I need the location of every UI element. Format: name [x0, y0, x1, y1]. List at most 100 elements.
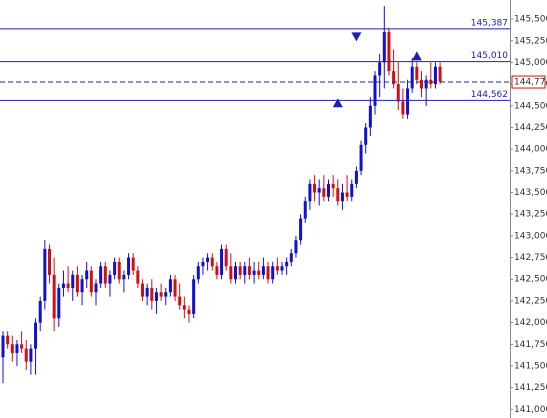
- y-tick-label: 144,000: [514, 145, 547, 155]
- candle-body: [331, 183, 335, 189]
- candle-body: [48, 248, 51, 275]
- candle-body: [141, 283, 144, 297]
- candle-body: [173, 279, 177, 297]
- candle-body: [415, 66, 419, 80]
- candle-body: [85, 270, 89, 280]
- candle-body: [261, 266, 265, 275]
- candle-body: [359, 144, 363, 171]
- candle-body: [131, 257, 135, 271]
- candle-body: [154, 292, 158, 301]
- candle-body: [368, 105, 372, 128]
- candle-body: [94, 283, 98, 293]
- candle-body: [424, 79, 428, 89]
- candle-body: [178, 296, 182, 306]
- y-tick-label: 145,500: [514, 15, 547, 25]
- candle-body: [392, 71, 396, 85]
- current-price-label: 144,774: [514, 78, 547, 88]
- candle-body: [336, 188, 340, 202]
- candle-body: [406, 88, 410, 115]
- candle-body: [210, 257, 214, 267]
- candle-body: [373, 75, 377, 106]
- candle-body: [192, 279, 196, 314]
- candle-body: [164, 292, 168, 297]
- candle-body: [429, 79, 433, 85]
- candle-body: [378, 62, 382, 76]
- candle-body: [103, 266, 107, 284]
- candle-body: [345, 192, 349, 197]
- candle-body: [438, 66, 442, 82]
- candle-body: [354, 170, 358, 184]
- candle-body: [234, 266, 237, 280]
- candle-body: [80, 279, 84, 293]
- y-tick-label: 142,000: [514, 318, 547, 328]
- candle-body: [271, 266, 275, 280]
- candle-body: [238, 266, 242, 275]
- signal-arrow: [411, 51, 422, 61]
- candle-body: [247, 266, 251, 275]
- y-tick-label: 143,250: [514, 210, 547, 220]
- current-price-box: [511, 75, 546, 89]
- candle-body: [401, 101, 405, 115]
- y-tick-label: 142,750: [514, 253, 547, 263]
- candle-body: [136, 270, 140, 284]
- candle-body: [75, 274, 79, 293]
- signal-arrow: [351, 32, 362, 42]
- candle-body: [168, 279, 172, 293]
- candle-body: [215, 266, 219, 275]
- y-tick-label: 145,250: [514, 36, 547, 46]
- candle-body: [396, 84, 400, 102]
- candle-body: [275, 266, 279, 271]
- candle-body: [24, 348, 28, 362]
- candle-body: [206, 257, 210, 262]
- candle-body: [20, 344, 24, 349]
- candle-body: [122, 274, 126, 280]
- y-tick-label: 145,000: [514, 58, 547, 68]
- candle-body: [294, 240, 298, 254]
- candle-body: [38, 300, 42, 323]
- candle-body: [220, 248, 224, 275]
- candle-body: [229, 266, 233, 280]
- candle-body: [410, 66, 414, 89]
- y-tick-label: 141,500: [514, 361, 547, 371]
- level-label: 145,387: [471, 18, 508, 28]
- candle-body: [289, 253, 293, 262]
- y-tick-label: 144,500: [514, 101, 547, 111]
- candle-body: [433, 66, 437, 85]
- candle-body: [322, 188, 326, 197]
- candle-body: [150, 287, 154, 301]
- candle-body: [34, 322, 38, 349]
- candle-body: [224, 248, 228, 267]
- candle-body: [327, 183, 330, 197]
- candle-body: [52, 274, 56, 319]
- candle-body: [29, 348, 33, 362]
- candle-body: [15, 344, 19, 353]
- candle-body: [159, 292, 163, 297]
- candle-body: [340, 192, 344, 202]
- candle-body: [364, 127, 368, 145]
- candle-body: [252, 270, 256, 275]
- candle-body: [61, 283, 65, 288]
- candle-body: [117, 261, 121, 280]
- candle-body: [108, 274, 112, 284]
- y-tick-label: 142,250: [514, 296, 547, 306]
- candle-body: [57, 287, 61, 319]
- candle-body: [10, 344, 14, 353]
- candle-body: [420, 79, 423, 89]
- y-tick-label: 141,250: [514, 383, 547, 393]
- candle-body: [257, 270, 261, 275]
- y-tick-label: 143,500: [514, 188, 547, 198]
- candle-body: [243, 266, 247, 275]
- candle-body: [127, 257, 131, 275]
- y-tick-label: 141,750: [514, 340, 547, 350]
- candle-body: [313, 183, 317, 193]
- signal-arrow: [332, 98, 343, 108]
- candle-body: [196, 266, 200, 280]
- candle-body: [280, 266, 284, 271]
- candle-body: [299, 218, 303, 241]
- candle-body: [387, 32, 391, 72]
- y-tick-label: 142,500: [514, 275, 547, 285]
- level-label: 144,562: [471, 90, 508, 100]
- candle-body: [317, 188, 321, 193]
- candle-body: [145, 287, 149, 297]
